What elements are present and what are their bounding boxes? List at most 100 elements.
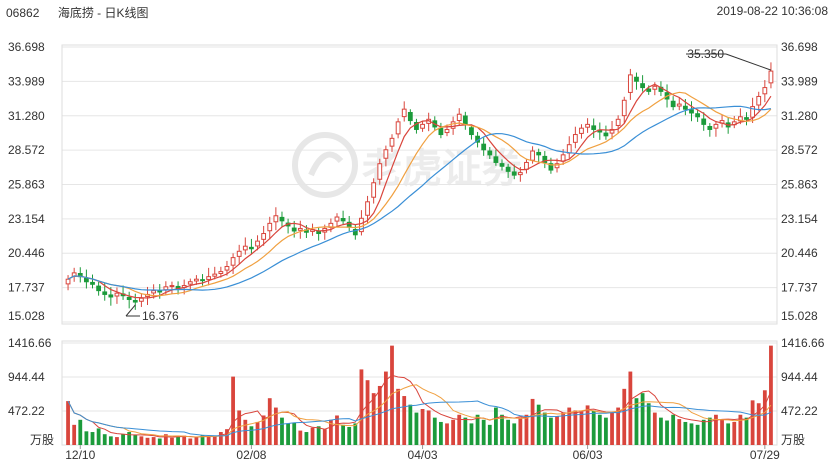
volume-bar[interactable]	[341, 424, 345, 445]
volume-bar[interactable]	[481, 419, 486, 445]
volume-bar[interactable]	[579, 411, 584, 445]
volume-bar[interactable]	[469, 423, 474, 445]
volume-bar[interactable]	[78, 419, 83, 445]
candle-body[interactable]	[750, 106, 756, 118]
candle-body[interactable]	[65, 278, 71, 285]
volume-bar[interactable]	[597, 414, 602, 445]
candle-body[interactable]	[132, 300, 138, 303]
candle-body[interactable]	[469, 127, 474, 136]
volume-bar[interactable]	[182, 435, 187, 445]
volume-bar[interactable]	[365, 380, 370, 445]
volume-bar[interactable]	[567, 407, 572, 445]
volume-bar[interactable]	[304, 432, 309, 445]
candle-body[interactable]	[291, 227, 297, 232]
candle-body[interactable]	[517, 172, 523, 176]
candle-body[interactable]	[108, 294, 114, 298]
candle-body[interactable]	[493, 156, 499, 163]
volume-bar[interactable]	[616, 407, 621, 445]
candle-body[interactable]	[401, 108, 407, 118]
volume-bar[interactable]	[451, 419, 456, 445]
volume-bar[interactable]	[512, 423, 517, 445]
volume-bar[interactable]	[475, 414, 480, 445]
candle-body[interactable]	[762, 87, 768, 95]
volume-bar[interactable]	[176, 436, 180, 445]
candle-body[interactable]	[261, 233, 267, 240]
candle-body[interactable]	[334, 216, 340, 222]
candle-body[interactable]	[701, 118, 707, 125]
candle-body[interactable]	[689, 109, 694, 114]
volume-bar[interactable]	[677, 419, 682, 445]
volume-bar[interactable]	[701, 419, 706, 445]
volume-bar[interactable]	[524, 414, 529, 445]
candle-body[interactable]	[267, 222, 273, 232]
volume-bar[interactable]	[371, 393, 376, 445]
candle-body[interactable]	[163, 286, 169, 291]
candle-body[interactable]	[102, 291, 108, 295]
volume-bar[interactable]	[542, 412, 547, 445]
candle-body[interactable]	[536, 151, 542, 156]
volume-bar[interactable]	[738, 414, 743, 445]
candle-body[interactable]	[230, 257, 236, 266]
candle-body[interactable]	[456, 113, 462, 122]
candle-body[interactable]	[707, 126, 713, 130]
volume-bar[interactable]	[212, 435, 217, 445]
candle-body[interactable]	[579, 127, 584, 134]
candle-body[interactable]	[450, 121, 456, 129]
volume-bar[interactable]	[634, 398, 639, 445]
candle-body[interactable]	[524, 161, 529, 170]
volume-bar[interactable]	[683, 421, 688, 445]
volume-bar[interactable]	[127, 432, 132, 445]
volume-bar[interactable]	[261, 415, 266, 445]
volume-bar[interactable]	[591, 410, 596, 445]
candle-body[interactable]	[389, 137, 395, 147]
volume-bar[interactable]	[610, 412, 614, 445]
volume-bar[interactable]	[255, 421, 260, 445]
candle-body[interactable]	[206, 276, 212, 280]
volume-bar[interactable]	[194, 437, 199, 445]
volume-bar[interactable]	[414, 412, 419, 445]
candle-body[interactable]	[462, 115, 468, 125]
candle-body[interactable]	[236, 250, 242, 257]
volume-bar[interactable]	[457, 414, 462, 445]
candle-body[interactable]	[682, 105, 688, 110]
volume-bar[interactable]	[549, 417, 553, 445]
volume-bar[interactable]	[286, 423, 290, 445]
candle-body[interactable]	[615, 118, 621, 126]
volume-bar[interactable]	[102, 434, 107, 445]
volume-bar[interactable]	[273, 407, 278, 445]
volume-bar[interactable]	[726, 423, 731, 445]
volume-bar[interactable]	[536, 404, 541, 445]
candle-body[interactable]	[530, 150, 535, 161]
volume-bar[interactable]	[420, 408, 425, 445]
volume-bar[interactable]	[90, 432, 95, 445]
candle-body[interactable]	[566, 144, 572, 154]
volume-bar[interactable]	[353, 423, 358, 445]
candle-body[interactable]	[371, 182, 377, 198]
volume-bar[interactable]	[377, 385, 382, 445]
volume-bar[interactable]	[573, 410, 578, 445]
candle-body[interactable]	[744, 117, 749, 120]
volume-bar[interactable]	[322, 429, 327, 445]
candle-body[interactable]	[157, 290, 163, 293]
volume-bar[interactable]	[518, 417, 523, 445]
candle-body[interactable]	[603, 132, 609, 137]
volume-bar[interactable]	[402, 396, 407, 445]
volume-bar[interactable]	[506, 419, 511, 445]
volume-bar[interactable]	[231, 376, 235, 445]
volume-bar[interactable]	[604, 417, 608, 445]
candle-body[interactable]	[713, 123, 719, 129]
volume-bar[interactable]	[652, 412, 657, 445]
volume-bar[interactable]	[218, 432, 223, 445]
candle-body[interactable]	[768, 70, 774, 84]
volume-bar[interactable]	[335, 415, 339, 445]
volume-bar[interactable]	[139, 436, 144, 445]
volume-bar[interactable]	[328, 419, 333, 445]
volume-bar[interactable]	[170, 437, 174, 445]
volume-bar[interactable]	[280, 417, 284, 445]
volume-bar[interactable]	[671, 414, 676, 445]
volume-bar[interactable]	[487, 424, 492, 445]
candle-body[interactable]	[151, 290, 157, 294]
volume-bar[interactable]	[628, 371, 633, 445]
volume-bar[interactable]	[659, 417, 663, 445]
